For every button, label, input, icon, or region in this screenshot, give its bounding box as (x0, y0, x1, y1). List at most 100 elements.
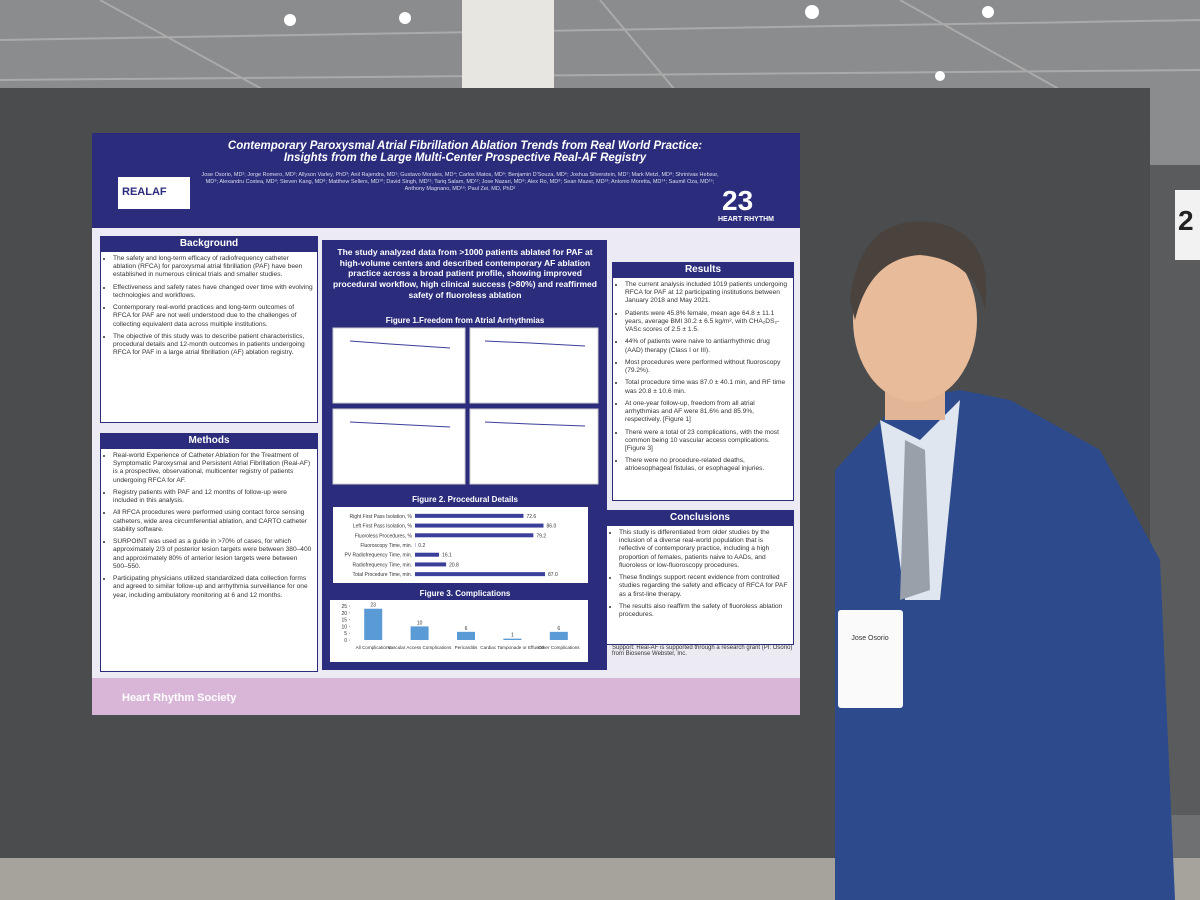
bar (364, 608, 383, 640)
bullet: Real-world Experience of Catheter Ablati… (113, 452, 313, 485)
x-tick-label: Pericarditis (455, 645, 478, 650)
section-heading: Results (612, 262, 794, 277)
bullet: Total procedure time was 87.0 ± 40.1 min… (625, 379, 789, 395)
bullet: Patients were 45.8% female, mean age 64.… (625, 310, 789, 335)
bar-label: Right First Pass Isolation, % (349, 514, 412, 520)
bullet: SURPOINT was used as a guide in >70% of … (113, 538, 313, 571)
chart-bg (333, 507, 588, 583)
bar (410, 626, 429, 640)
bullet-list: This study is differentiated from older … (619, 529, 789, 619)
y-tick-label: 5 (344, 631, 347, 637)
support-note: Support: Real-AF is supported through a … (612, 645, 793, 657)
value-label: 6 (557, 626, 560, 632)
logo-heart-rhythm: HEART RHYTHM (718, 216, 774, 223)
bullet: Participating physicians utilized standa… (113, 575, 313, 600)
section-heading: Conclusions (606, 510, 794, 525)
bullet: There were no procedure-related deaths, … (625, 457, 789, 473)
bullet: Registry patients with PAF and 12 months… (113, 489, 313, 505)
poster-title: Contemporary Paroxysmal Atrial Fibrillat… (227, 140, 703, 164)
figure2-chart: Right First Pass Isolation, % 72.6 Left Fi… (333, 507, 588, 583)
bullet: Effectiveness and safety rates have chan… (113, 284, 313, 300)
hair (850, 221, 987, 320)
key-statement: The study analyzed data from >1000 patie… (333, 247, 597, 300)
y-tick-label: 25 (341, 604, 347, 610)
bullet: At one-year follow-up, freedom from all … (625, 400, 789, 425)
bullet: The objective of this study was to descr… (113, 333, 313, 358)
bullet: The current analysis included 1019 patie… (625, 281, 789, 306)
ceiling-trusses (0, 0, 1200, 141)
bar-label: Radiofrequency Time, min. (353, 562, 412, 568)
board-number-card (1175, 190, 1200, 260)
figure1-panels (332, 327, 599, 485)
figure-title: Figure 3. Complications (419, 589, 511, 598)
bar (503, 638, 522, 640)
bullet-list: Real-world Experience of Catheter Ablati… (113, 452, 313, 600)
bar (415, 552, 440, 557)
footer-logo: Heart Rhythm Society (122, 692, 237, 704)
section-heading: Methods (100, 433, 318, 448)
logo-box (118, 177, 190, 209)
bullet: Contemporary real-world practices and lo… (113, 304, 313, 329)
x-tick-label: Cardiac Tamponade or Effusion (480, 645, 545, 650)
value-label: 0.2 (418, 543, 425, 549)
value-label: 1 (511, 633, 514, 639)
y-tick-label: 15 (341, 618, 347, 624)
x-tick-label: All Complications (356, 645, 392, 650)
bar (549, 631, 568, 640)
km-curves (349, 340, 586, 428)
badge (838, 610, 903, 708)
value-label: 23 (370, 603, 376, 609)
value-label: 6 (465, 626, 468, 632)
bar-label: Total Procedure Time, min. (353, 572, 412, 578)
bar-label: Fluoroscopy Time, min. (360, 543, 412, 549)
value-label: 86.0 (547, 524, 557, 530)
bar (457, 631, 475, 640)
figure-title: Figure 1.Freedom from Atrial Arrhythmias (385, 316, 545, 325)
bar (415, 572, 545, 577)
value-label: 87.0 (548, 572, 558, 578)
value-label: 16.1 (442, 553, 452, 559)
bullet: Most procedures were performed without f… (625, 359, 789, 375)
bar-label: Left First Pass Isolation, % (353, 524, 413, 530)
value-label: 20.8 (449, 562, 459, 568)
bar (415, 513, 524, 518)
tie (900, 440, 930, 600)
bullet: The results also reaffirm the safety of … (619, 603, 789, 619)
bullet: There were a total of 23 complications, … (625, 429, 789, 454)
background-section: Background The safety and long-term effi… (100, 236, 318, 423)
badge-name: Jose Osorio (851, 635, 888, 642)
logo-year: 23 (722, 185, 754, 216)
y-tick-label: 10 (341, 624, 347, 630)
bullet: 44% of patients were naive to antiarrhyt… (625, 338, 789, 354)
y-tick-label: 0 (344, 638, 347, 644)
x-tick-label: Vascular Access Complications (388, 645, 452, 650)
km-panels (332, 327, 599, 485)
bullet-list: The current analysis included 1019 patie… (625, 281, 789, 474)
bullet: The safety and long-term efficacy of rad… (113, 255, 313, 280)
bar (415, 562, 447, 567)
value-label: 10 (417, 620, 423, 626)
y-tick-label: 20 (341, 611, 347, 617)
bar (415, 523, 544, 528)
bullet: These findings support recent evidence f… (619, 574, 789, 599)
bullet: This study is differentiated from older … (619, 529, 789, 570)
figure-title: Figure 2. Procedural Details (412, 495, 518, 504)
bar (415, 533, 534, 538)
section-heading: Background (100, 236, 318, 251)
bar-label: Fluoroless Procedures, % (355, 533, 413, 539)
x-tick-label: Other Complications (538, 645, 580, 650)
board-number: 2 (1178, 205, 1194, 236)
value-label: 72.6 (526, 514, 536, 520)
methods-section: Methods Real-world Experience of Cathete… (100, 433, 318, 672)
bullet: All RFCA procedures were performed using… (113, 509, 313, 534)
logo-realaf: REALAF (122, 186, 167, 198)
bullet-list: The safety and long-term efficacy of rad… (113, 255, 313, 358)
results-section: Results The current analysis included 10… (612, 262, 794, 501)
poster-footer (92, 678, 800, 715)
conclusions-section: Conclusions This study is differentiated… (606, 510, 794, 645)
authors: Jose Osorio, MD¹; Jorge Romero, MD²; All… (201, 172, 719, 193)
bar-label: PV Radiofrequency Time, min. (344, 553, 412, 559)
face (853, 238, 977, 402)
